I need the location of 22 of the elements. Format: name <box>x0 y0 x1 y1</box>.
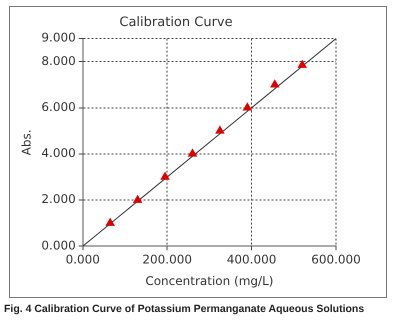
point <box>160 172 170 180</box>
x-axis-title: Concentration (mg/L) <box>145 274 274 288</box>
point <box>270 80 280 88</box>
point <box>298 60 307 68</box>
x-tick-label: 400.000 <box>226 252 276 267</box>
point <box>133 195 142 203</box>
y-tick-label: 8.000 <box>41 54 76 68</box>
y-tick-label: 6.000 <box>41 100 76 114</box>
x-tick-label: 600.000 <box>311 252 361 267</box>
x-tick-label: 200.000 <box>142 252 192 267</box>
y-axis-title: Abs. <box>19 129 34 156</box>
caption: Fig. 4 Calibration Curve of Potassium Permanganate Aqueous Solutions <box>4 303 364 315</box>
chart-title: Calibration Curve <box>119 15 233 30</box>
point <box>216 126 224 134</box>
y-tick-label: 4.000 <box>41 146 76 160</box>
y-tick-label: 9.000 <box>41 30 76 45</box>
point <box>242 102 252 111</box>
point <box>188 148 197 157</box>
point <box>106 218 115 226</box>
y-tick-label: 2.000 <box>41 192 76 206</box>
y-tick-label: 0.000 <box>41 238 76 252</box>
x-tick-label: 0.000 <box>66 252 100 267</box>
